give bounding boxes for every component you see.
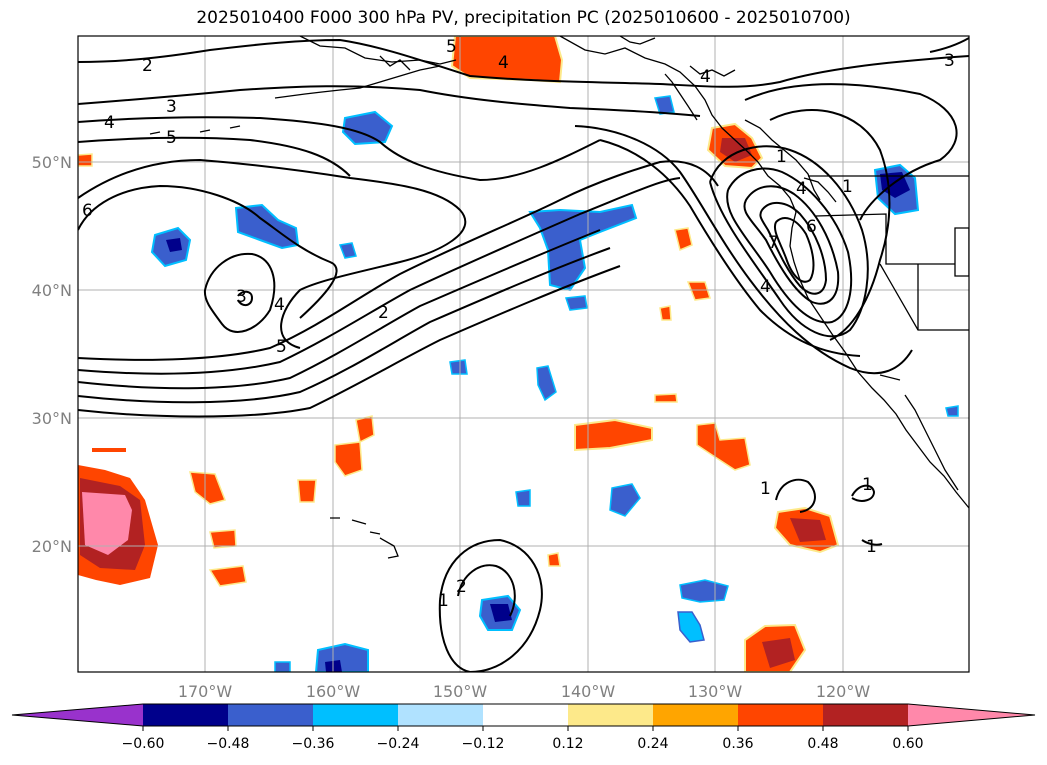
- colorbar-tick-label: 0.12: [552, 736, 583, 752]
- lon-label-140w: 140°W: [561, 682, 616, 701]
- colorbar-segment: [653, 704, 738, 726]
- graticule: [78, 36, 969, 672]
- lat-label-20n: 20°N: [32, 537, 72, 556]
- contour-label: 1: [438, 591, 449, 611]
- precipitation-fills: [78, 36, 959, 672]
- contour-label: 2: [456, 577, 467, 597]
- latitude-labels: 50°N 40°N 30°N 20°N: [32, 153, 72, 556]
- colorbar-tick-label: −0.48: [207, 736, 250, 752]
- colorbar-extend-high: [908, 704, 1035, 726]
- lon-label-150w: 150°W: [433, 682, 488, 701]
- colorbar-extend-low: [12, 704, 143, 726]
- longitude-labels: 170°W 160°W 150°W 140°W 130°W 120°W: [178, 682, 871, 701]
- map-frame: [77, 35, 970, 673]
- colorbar-segment: [568, 704, 653, 726]
- colorbar: −0.60 −0.48 −0.36 −0.24 −0.12 0.12 0.24 0.36 0.4…: [11, 703, 1036, 752]
- contour-label: 6: [806, 217, 817, 237]
- coastlines: [149, 36, 969, 559]
- colorbar-segment: [823, 704, 908, 726]
- contour-label: 1: [776, 147, 787, 167]
- contour-label: 4: [498, 53, 509, 73]
- contour-label: 3: [944, 51, 955, 71]
- contour-label: 3: [236, 287, 247, 307]
- plot-title: 2025010400 F000 300 hPa PV, precipitatio…: [196, 8, 851, 28]
- colorbar-tick-label: −0.12: [462, 736, 505, 752]
- contour-label: 2: [378, 303, 389, 323]
- colorbar-segment: [483, 704, 568, 726]
- map-background: [78, 36, 969, 672]
- colorbar-segment: [143, 704, 228, 726]
- contour-labels: 2 3 4 5 6 3 4 5 2 6 7 4 1 1 1 1 2 1 5 4 …: [82, 37, 955, 611]
- contour-label: 2: [142, 56, 153, 76]
- contour-label: 4: [104, 113, 115, 133]
- contour-label: 5: [166, 128, 177, 148]
- colorbar-segment: [398, 704, 483, 726]
- colorbar-tick-label: 0.36: [722, 736, 753, 752]
- contour-label: 5: [446, 37, 457, 57]
- colorbar-tick-label: 0.48: [807, 736, 838, 752]
- colorbar-tick-label: −0.60: [122, 736, 165, 752]
- contour-label: 4: [760, 277, 771, 297]
- contour-label: 4: [700, 67, 711, 87]
- pv-contours: [78, 37, 969, 672]
- colorbar-segment: [228, 704, 313, 726]
- contour-label: 1: [842, 177, 853, 197]
- contour-label: 1: [866, 537, 877, 557]
- contour-label: 3: [166, 97, 177, 117]
- contour-label: 6: [82, 201, 93, 221]
- colorbar-segment: [313, 704, 398, 726]
- contour-label: 4: [274, 295, 285, 315]
- lat-label-50n: 50°N: [32, 153, 72, 172]
- contour-label: 5: [276, 337, 287, 357]
- contour-label: 7: [768, 233, 779, 253]
- colorbar-tick-label: −0.24: [377, 736, 420, 752]
- lon-label-130w: 130°W: [688, 682, 743, 701]
- lat-label-30n: 30°N: [32, 409, 72, 428]
- contour-label: 4: [796, 179, 807, 199]
- lon-label-160w: 160°W: [306, 682, 361, 701]
- lat-label-40n: 40°N: [32, 281, 72, 300]
- colorbar-tick-label: 0.60: [892, 736, 923, 752]
- colorbar-tick-label: −0.36: [292, 736, 335, 752]
- colorbar-tick-label: 0.24: [637, 736, 668, 752]
- lon-label-170w: 170°W: [178, 682, 233, 701]
- lon-label-120w: 120°W: [816, 682, 871, 701]
- contour-label: 1: [862, 475, 873, 495]
- colorbar-segment: [738, 704, 823, 726]
- contour-label: 1: [760, 479, 771, 499]
